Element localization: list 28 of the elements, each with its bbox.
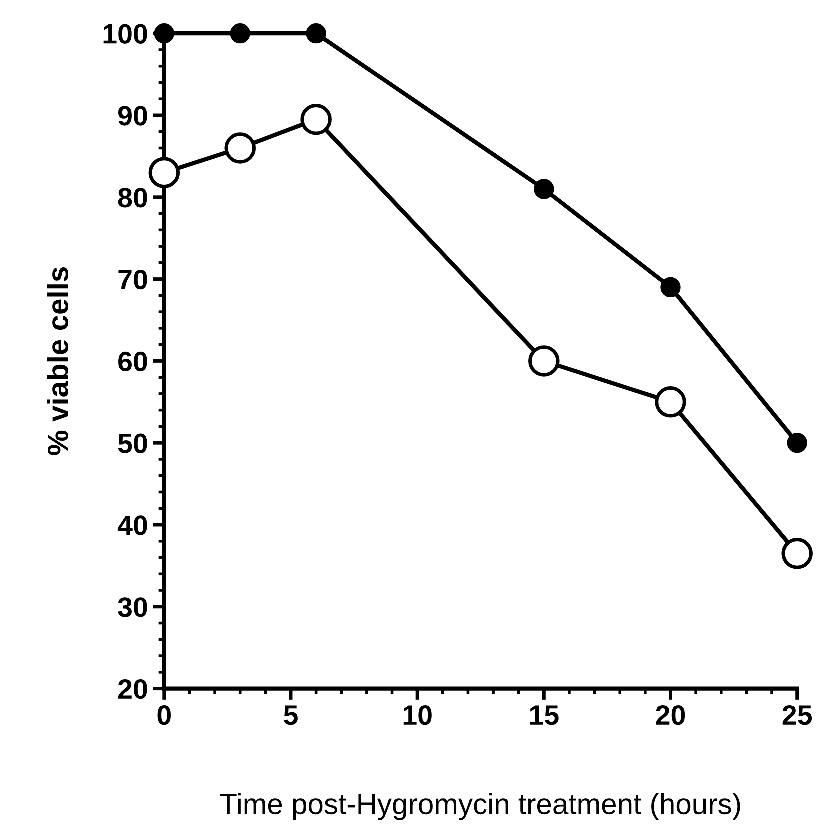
point: [306, 24, 326, 44]
y-tick-label: 40: [118, 516, 148, 536]
point: [782, 538, 813, 570]
y-tick-label: 80: [118, 188, 148, 208]
point: [148, 157, 180, 188]
y-tick-label: 50: [118, 434, 148, 454]
point: [534, 179, 554, 200]
x-tick-label: 25: [782, 706, 812, 726]
point: [655, 386, 686, 418]
point: [230, 24, 250, 44]
x-axis-title: Time post-Hygromycin treatment (hours): [220, 793, 740, 820]
y-tick-label: 30: [118, 598, 148, 618]
y-axis-title: % viable cells: [47, 268, 69, 456]
y-tick-label: 100: [104, 24, 148, 44]
point: [300, 104, 332, 136]
x-tick-label: 15: [530, 706, 559, 726]
y-tick-label: 20: [118, 679, 148, 700]
y-tick-label: 60: [118, 352, 148, 372]
point: [787, 433, 808, 454]
x-tick-label: 10: [404, 706, 432, 726]
y-tick-label: 70: [118, 270, 148, 290]
y-tick-label: 90: [118, 106, 148, 126]
x-tick-label: 5: [284, 706, 298, 726]
point: [224, 132, 256, 164]
point: [528, 346, 560, 377]
x-tick-label: 20: [656, 706, 686, 726]
point: [660, 277, 681, 298]
x-tick-label: 0: [158, 706, 171, 726]
